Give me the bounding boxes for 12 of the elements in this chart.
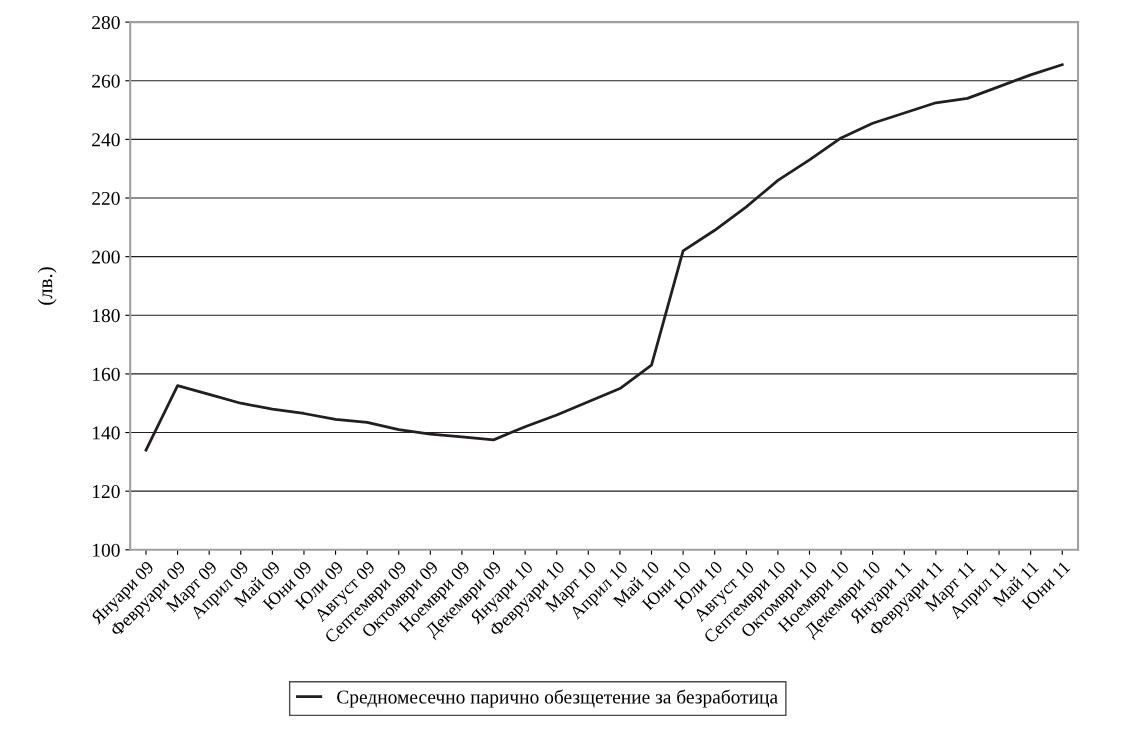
y-tick-label: 180 <box>93 309 120 323</box>
y-tick-label: 220 <box>92 191 120 205</box>
y-tick-label: 100 <box>93 543 120 557</box>
y-tick-label: 200 <box>92 250 120 264</box>
legend-label: Средномесечно парично обезщетение за безработица <box>337 689 778 708</box>
y-tick-label: 260 <box>92 74 120 88</box>
y-axis-title: (лв.) <box>37 267 57 305</box>
y-tick-label: 120 <box>93 485 120 499</box>
y-tick-label: 160 <box>93 367 120 381</box>
y-tick-label: 240 <box>92 133 120 147</box>
y-tick-label: 140 <box>93 426 120 440</box>
y-tick-label: 280 <box>92 15 120 30</box>
